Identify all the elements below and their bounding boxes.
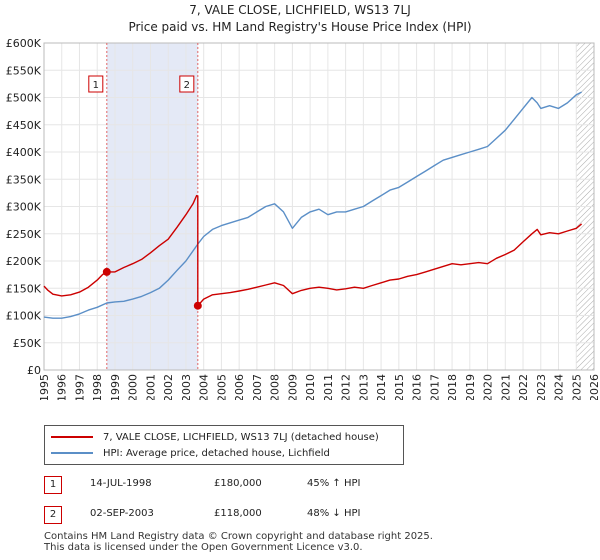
- legend-swatch-hpi: [51, 452, 93, 454]
- y-tick-label: £150K: [6, 282, 42, 295]
- x-tick-label: 1997: [73, 374, 86, 400]
- x-tick-label: 2013: [357, 374, 370, 400]
- sale-hpi-diff: 45% ↑ HPI: [307, 478, 361, 489]
- footer: Contains HM Land Registry data © Crown c…: [44, 531, 433, 553]
- x-tick-label: 2012: [340, 374, 353, 400]
- y-tick-label: £50K: [13, 337, 42, 350]
- sale-hpi-diff: 48% ↓ HPI: [307, 508, 361, 519]
- sale-date: 02-SEP-2003: [90, 508, 154, 519]
- x-tick-label: 2004: [198, 374, 211, 400]
- x-tick-label: 1995: [38, 374, 51, 400]
- sale-point: [102, 267, 111, 276]
- legend-item-hpi: HPI: Average price, detached house, Lich…: [51, 445, 330, 461]
- y-tick-label: £350K: [6, 173, 42, 186]
- x-tick-label: 2026: [588, 374, 600, 400]
- y-tick-label: £0: [27, 364, 41, 377]
- x-tick-label: 2025: [570, 374, 583, 400]
- y-tick-label: £450K: [6, 119, 42, 132]
- x-tick-label: 2009: [286, 374, 299, 400]
- footer-copyright: Contains HM Land Registry data © Crown c…: [44, 531, 433, 542]
- x-tick-label: 2024: [553, 374, 566, 400]
- legend-item-property: 7, VALE CLOSE, LICHFIELD, WS13 7LJ (deta…: [51, 429, 379, 445]
- x-tick-label: 1996: [56, 374, 69, 400]
- x-tick-label: 2015: [393, 374, 406, 400]
- x-tick-label: 2010: [304, 374, 317, 400]
- y-tick-label: £200K: [6, 255, 42, 268]
- x-tick-label: 2014: [375, 374, 388, 400]
- sale-marker-badge: 1: [44, 476, 62, 494]
- x-tick-label: 2003: [180, 374, 193, 400]
- y-tick-label: £500K: [6, 92, 42, 105]
- y-tick-label: £250K: [6, 228, 42, 241]
- plot-border: [43, 42, 595, 371]
- property-price-line: [43, 194, 583, 307]
- x-tick-label: 1999: [109, 374, 122, 400]
- x-tick-label: 2023: [535, 374, 548, 400]
- chart-subtitle: Price paid vs. HM Land Registry's House …: [128, 20, 472, 34]
- x-tick-label: 1998: [91, 374, 104, 400]
- sale-label-number: 2: [184, 80, 190, 91]
- x-tick-label: 2005: [215, 374, 228, 400]
- x-tick-label: 2006: [233, 374, 246, 400]
- y-tick-label: £100K: [6, 310, 42, 323]
- chart-title: 7, VALE CLOSE, LICHFIELD, WS13 7LJ: [189, 3, 411, 17]
- x-tick-label: 2020: [482, 374, 495, 400]
- y-tick-label: £550K: [6, 64, 42, 77]
- hpi-line: [43, 91, 582, 319]
- x-tick-label: 2018: [446, 374, 459, 400]
- sale-label-box: [179, 75, 195, 93]
- x-tick-label: 2008: [269, 374, 282, 400]
- x-tick-label: 2022: [517, 374, 530, 400]
- sale-marker-badge: 2: [44, 506, 62, 524]
- chart-legend: 7, VALE CLOSE, LICHFIELD, WS13 7LJ (deta…: [44, 425, 404, 465]
- x-tick-label: 2002: [162, 374, 175, 400]
- x-tick-label: 2016: [411, 374, 424, 400]
- x-tick-label: 2007: [251, 374, 264, 400]
- y-tick-label: £400K: [6, 146, 42, 159]
- legend-label-hpi: HPI: Average price, detached house, Lich…: [103, 447, 330, 459]
- y-tick-label: £300K: [6, 201, 42, 214]
- x-tick-label: 2019: [464, 374, 477, 400]
- x-tick-label: 2001: [144, 374, 157, 400]
- price-chart: £0 £50K £100K £150K £200K £250K £300K £350K £400…: [6, 37, 600, 400]
- footer-licence: This data is licensed under the Open Gov…: [44, 542, 363, 553]
- sale-date: 14-JUL-1998: [90, 478, 152, 489]
- x-tick-label: 2011: [322, 374, 335, 400]
- x-tick-label: 2000: [127, 374, 140, 400]
- legend-label-property: 7, VALE CLOSE, LICHFIELD, WS13 7LJ (deta…: [103, 431, 379, 443]
- sale-price: £180,000: [214, 478, 262, 489]
- y-tick-label: £600K: [6, 37, 42, 50]
- sale-label-number: 1: [93, 80, 99, 91]
- sale-point: [193, 301, 202, 310]
- legend-swatch-property: [51, 436, 93, 438]
- x-tick-label: 2021: [499, 374, 512, 400]
- sale-label-box: [88, 75, 104, 93]
- sale-price: £118,000: [214, 508, 262, 519]
- x-tick-label: 2017: [428, 374, 441, 400]
